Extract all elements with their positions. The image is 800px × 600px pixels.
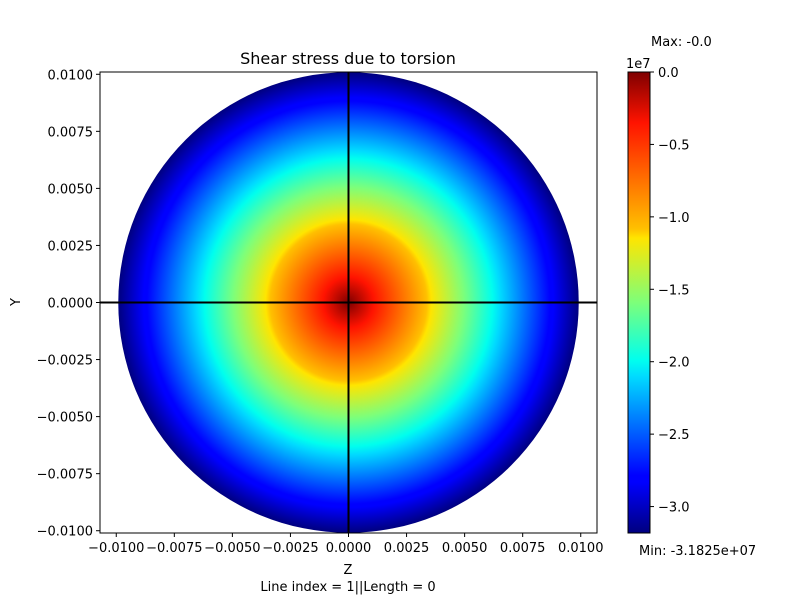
x-tick-label: 0.0100 — [558, 541, 604, 556]
colorbar-tick-label: −0.5 — [658, 138, 690, 153]
y-tick-label: 0.0025 — [48, 239, 94, 254]
x-tick-label: −0.0100 — [88, 541, 144, 556]
y-tick-label: 0.0050 — [48, 182, 94, 197]
x-tick-label: 0.0050 — [442, 541, 488, 556]
plot-area: −0.0100 −0.0075 −0.0050 −0.0025 0.0000 0.0025… — [37, 68, 604, 556]
y-tick-label: −0.0025 — [37, 354, 93, 369]
chart-title: Shear stress due to torsion — [240, 49, 456, 68]
x-axis-sublabel: Line index = 1||Length = 0 — [260, 580, 435, 595]
colorbar-tick-label: −2.0 — [658, 356, 690, 371]
x-tick-label: 0.0025 — [384, 541, 430, 556]
colorbar-ticks: 0.0 −0.5 −1.0 −1.5 −2.0 −2.5 −3.0 — [650, 66, 690, 516]
x-tick-label: 0.0000 — [326, 541, 372, 556]
y-axis-label: Y — [9, 298, 24, 307]
y-tick-label: −0.0075 — [37, 468, 93, 483]
x-axis-label: Z — [344, 563, 353, 578]
x-tick-label: −0.0025 — [262, 541, 318, 556]
colorbar-tick-label: −1.5 — [658, 283, 690, 298]
colorbar-offset-label: 1e7 — [626, 57, 651, 72]
y-tick-label: 0.0075 — [48, 125, 94, 140]
x-tick-label: −0.0075 — [146, 541, 202, 556]
colorbar: Max: -0.0 1e7 0.0 −0.5 −1.0 −1.5 −2.0 −2.5 −3.… — [626, 35, 756, 559]
y-axis-ticks: 0.0100 0.0075 0.0050 0.0025 0.0000 −0.0025 −0.… — [37, 68, 100, 540]
y-tick-label: 0.0100 — [48, 68, 94, 83]
x-tick-label: −0.0050 — [204, 541, 260, 556]
x-axis-ticks: −0.0100 −0.0075 −0.0050 −0.0025 0.0000 0.0025… — [88, 533, 603, 556]
colorbar-max-label: Max: -0.0 — [651, 35, 712, 50]
y-tick-label: −0.0050 — [37, 411, 93, 426]
y-tick-label: 0.0000 — [48, 297, 94, 312]
colorbar-min-label: Min: -3.1825e+07 — [639, 544, 756, 559]
colorbar-tick-label: 0.0 — [658, 66, 679, 81]
colorbar-tick-label: −2.5 — [658, 428, 690, 443]
colorbar-gradient — [627, 71, 651, 534]
y-tick-label: −0.0100 — [37, 525, 93, 540]
x-tick-label: 0.0075 — [500, 541, 546, 556]
colorbar-tick-label: −3.0 — [658, 501, 690, 516]
colorbar-tick-label: −1.0 — [658, 211, 690, 226]
